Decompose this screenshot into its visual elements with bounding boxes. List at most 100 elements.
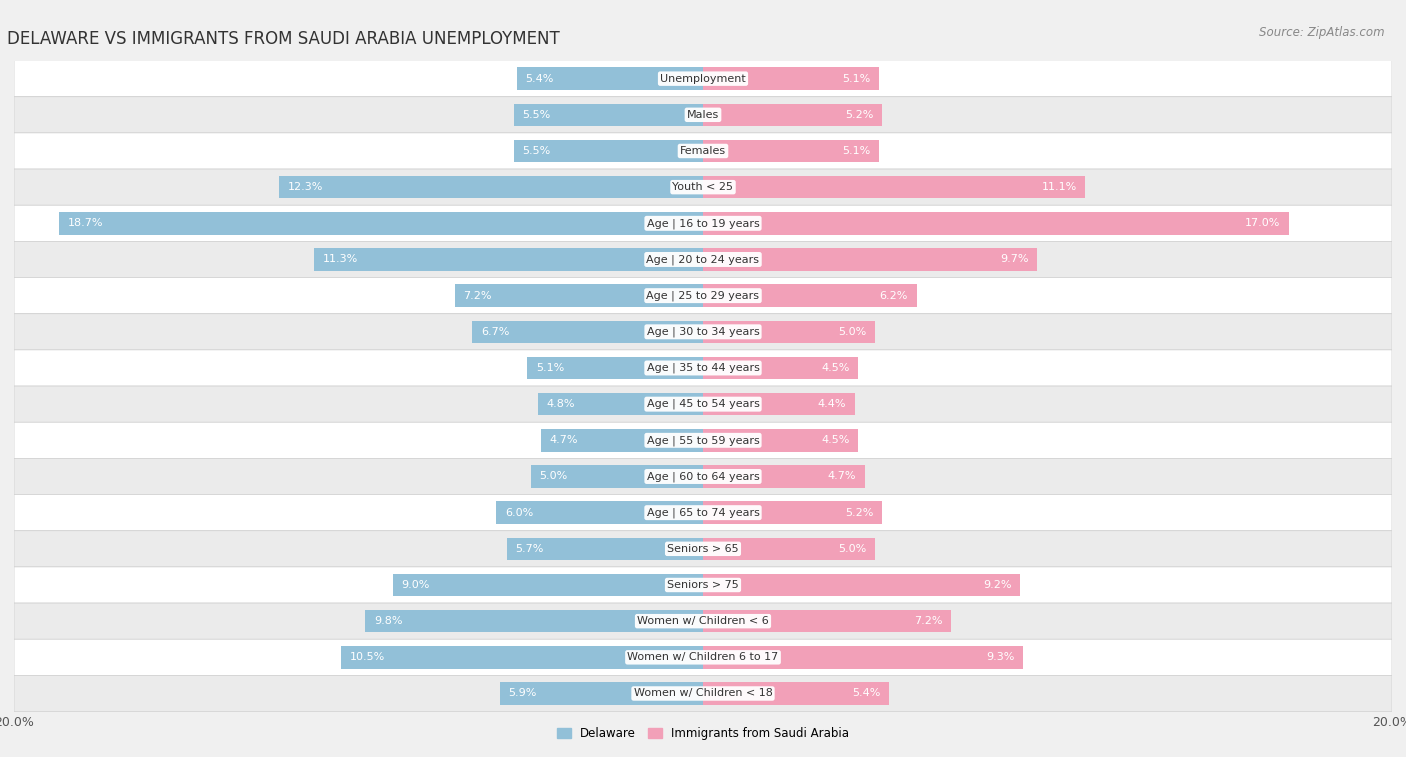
Bar (703, 646, 1024, 668)
Text: 5.4%: 5.4% (852, 689, 880, 699)
Text: Women w/ Children < 18: Women w/ Children < 18 (634, 689, 772, 699)
FancyBboxPatch shape (14, 386, 1392, 422)
Text: 6.0%: 6.0% (505, 508, 533, 518)
Text: 5.1%: 5.1% (842, 73, 870, 83)
FancyBboxPatch shape (14, 97, 1392, 133)
Text: 9.8%: 9.8% (374, 616, 402, 626)
Text: Seniors > 75: Seniors > 75 (666, 580, 740, 590)
Text: 5.0%: 5.0% (540, 472, 568, 481)
Bar (537, 393, 703, 416)
Bar (703, 501, 882, 524)
Text: 6.2%: 6.2% (880, 291, 908, 301)
Text: 4.4%: 4.4% (817, 399, 846, 409)
Text: Females: Females (681, 146, 725, 156)
Bar (703, 248, 1038, 271)
Bar (703, 429, 858, 451)
Text: 5.0%: 5.0% (838, 327, 866, 337)
FancyBboxPatch shape (14, 459, 1392, 494)
Text: 6.7%: 6.7% (481, 327, 509, 337)
Text: Age | 45 to 54 years: Age | 45 to 54 years (647, 399, 759, 410)
Bar (703, 176, 1085, 198)
Text: 4.5%: 4.5% (821, 363, 849, 373)
Bar (703, 610, 950, 632)
Text: Women w/ Children < 6: Women w/ Children < 6 (637, 616, 769, 626)
Text: Seniors > 65: Seniors > 65 (668, 544, 738, 554)
Text: Age | 20 to 24 years: Age | 20 to 24 years (647, 254, 759, 265)
Bar (703, 321, 875, 343)
Text: 17.0%: 17.0% (1244, 218, 1279, 229)
Bar (499, 682, 703, 705)
Text: Age | 25 to 29 years: Age | 25 to 29 years (647, 291, 759, 301)
Bar (456, 285, 703, 307)
FancyBboxPatch shape (14, 169, 1392, 205)
Text: 5.1%: 5.1% (842, 146, 870, 156)
Bar (703, 357, 858, 379)
Bar (513, 104, 703, 126)
Bar (703, 67, 879, 90)
Bar (703, 140, 879, 162)
Text: Age | 30 to 34 years: Age | 30 to 34 years (647, 326, 759, 337)
Legend: Delaware, Immigrants from Saudi Arabia: Delaware, Immigrants from Saudi Arabia (551, 722, 855, 745)
Bar (703, 285, 917, 307)
Bar (513, 140, 703, 162)
Bar (366, 610, 703, 632)
Text: 5.9%: 5.9% (509, 689, 537, 699)
Bar (280, 176, 703, 198)
Bar (703, 104, 882, 126)
Text: 5.2%: 5.2% (845, 508, 873, 518)
Bar (531, 466, 703, 488)
Text: Males: Males (688, 110, 718, 120)
Text: Age | 65 to 74 years: Age | 65 to 74 years (647, 507, 759, 518)
Text: 7.2%: 7.2% (914, 616, 942, 626)
Bar (703, 574, 1019, 597)
FancyBboxPatch shape (14, 350, 1392, 386)
Bar (506, 537, 703, 560)
FancyBboxPatch shape (14, 61, 1392, 97)
Text: 11.1%: 11.1% (1042, 182, 1077, 192)
FancyBboxPatch shape (14, 133, 1392, 169)
Bar (342, 646, 703, 668)
Text: Age | 60 to 64 years: Age | 60 to 64 years (647, 472, 759, 481)
FancyBboxPatch shape (14, 639, 1392, 675)
Text: 4.7%: 4.7% (828, 472, 856, 481)
FancyBboxPatch shape (14, 494, 1392, 531)
Text: 5.2%: 5.2% (845, 110, 873, 120)
FancyBboxPatch shape (14, 205, 1392, 241)
Text: 5.7%: 5.7% (515, 544, 544, 554)
Text: 11.3%: 11.3% (322, 254, 357, 264)
Bar (527, 357, 703, 379)
Text: 12.3%: 12.3% (288, 182, 323, 192)
Text: 5.5%: 5.5% (522, 110, 550, 120)
Text: 5.5%: 5.5% (522, 146, 550, 156)
Text: 5.4%: 5.4% (526, 73, 554, 83)
Bar (392, 574, 703, 597)
Bar (472, 321, 703, 343)
Text: Women w/ Children 6 to 17: Women w/ Children 6 to 17 (627, 653, 779, 662)
Bar (703, 682, 889, 705)
Text: 10.5%: 10.5% (350, 653, 385, 662)
Bar (703, 212, 1289, 235)
FancyBboxPatch shape (14, 241, 1392, 278)
FancyBboxPatch shape (14, 531, 1392, 567)
Text: 4.8%: 4.8% (547, 399, 575, 409)
Bar (59, 212, 703, 235)
FancyBboxPatch shape (14, 675, 1392, 712)
Text: Age | 35 to 44 years: Age | 35 to 44 years (647, 363, 759, 373)
Text: Unemployment: Unemployment (661, 73, 745, 83)
Bar (703, 466, 865, 488)
Text: 5.1%: 5.1% (536, 363, 564, 373)
Text: Age | 16 to 19 years: Age | 16 to 19 years (647, 218, 759, 229)
Text: 9.3%: 9.3% (987, 653, 1015, 662)
Text: Youth < 25: Youth < 25 (672, 182, 734, 192)
Text: 9.7%: 9.7% (1000, 254, 1029, 264)
FancyBboxPatch shape (14, 422, 1392, 459)
Text: 9.0%: 9.0% (402, 580, 430, 590)
Bar (703, 393, 855, 416)
FancyBboxPatch shape (14, 278, 1392, 313)
Text: Age | 55 to 59 years: Age | 55 to 59 years (647, 435, 759, 446)
Text: Source: ZipAtlas.com: Source: ZipAtlas.com (1260, 26, 1385, 39)
Text: 5.0%: 5.0% (838, 544, 866, 554)
FancyBboxPatch shape (14, 603, 1392, 639)
Bar (703, 537, 875, 560)
Text: 4.7%: 4.7% (550, 435, 578, 445)
